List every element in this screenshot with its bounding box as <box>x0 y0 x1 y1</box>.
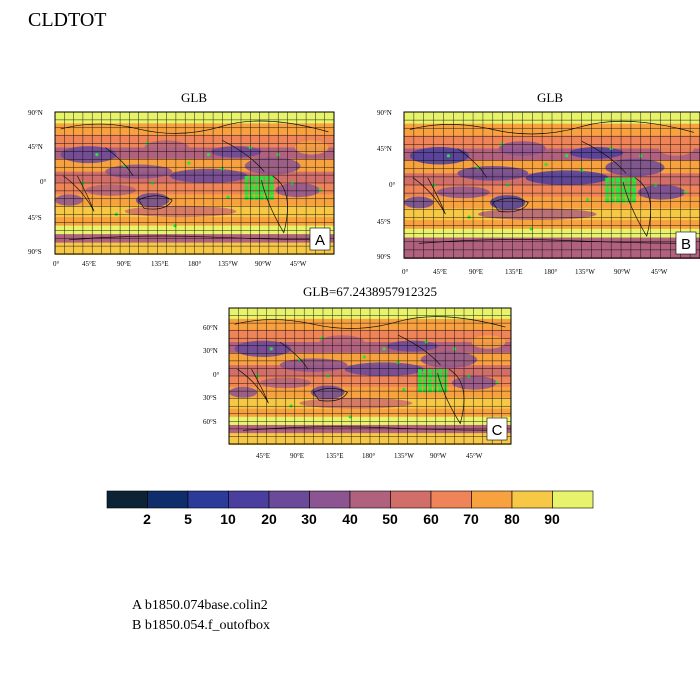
colorbar-label: 10 <box>220 511 236 527</box>
panel-a-lat-label: 45°S <box>28 214 42 222</box>
panel-a-map: A <box>54 111 335 255</box>
panel-a-lat-label: 0° <box>40 178 47 186</box>
panel-c-lat-label: 30°N <box>203 347 218 355</box>
colorbar-label: 40 <box>342 511 358 527</box>
panel-a-lon-label: 45°W <box>290 260 307 268</box>
panel-a-lon-label: 90°W <box>255 260 272 268</box>
panel-c-lon-label: 90°E <box>290 452 305 460</box>
panel-a-lon-label: 180° <box>188 260 202 268</box>
colorbar-swatch <box>147 490 189 509</box>
panel-b-lon-label: 180° <box>544 268 558 276</box>
panel-b-lat-label: 90°N <box>377 109 392 117</box>
panel-c-lon-label: 135°E <box>326 452 344 460</box>
caption-b: B b1850.054.f_outofbox <box>132 618 271 633</box>
colorbar-label: 5 <box>184 511 192 527</box>
panel-b-lon-label: 90°E <box>469 268 484 276</box>
panel-c-lon-label: 45°W <box>466 452 483 460</box>
panel-a-lon-label: 135°W <box>218 260 238 268</box>
panel-b-lon-label: 90°W <box>614 268 631 276</box>
panel-b-lat-label: 45°S <box>377 218 391 226</box>
panel-b-lon-label: 45°W <box>651 268 668 276</box>
panel-b-map: B <box>403 111 700 259</box>
colorbar-swatch <box>187 490 229 509</box>
panel-label: A <box>315 232 325 249</box>
page-title: CLDTOT <box>28 9 107 31</box>
panel-c-lat-label: 0° <box>213 371 220 379</box>
panel-b-lon-label: 0° <box>402 268 409 276</box>
caption-a: A b1850.074base.colin2 <box>132 598 268 613</box>
colorbar-swatch <box>268 490 310 509</box>
colorbar-swatch <box>309 490 351 509</box>
panel-b-lat-label: 90°S <box>377 253 391 261</box>
panel-b-lon-label: 135°E <box>505 268 523 276</box>
colorbar-label: 60 <box>423 511 439 527</box>
panel-a-lon-label: 90°E <box>117 260 132 268</box>
panel-a-lon-label: 0° <box>53 260 60 268</box>
panel-a-lon-label: 135°E <box>151 260 169 268</box>
panel-c-lon-label: 90°W <box>430 452 447 460</box>
colorbar-label: 2 <box>143 511 151 527</box>
panel-c-lat-label: 30°S <box>203 394 217 402</box>
colorbar-label: 80 <box>504 511 520 527</box>
panel-b-title: GLB <box>537 90 563 105</box>
panel-a-lat-label: 45°N <box>28 143 43 151</box>
colorbar-swatch <box>106 490 148 509</box>
panel-b-lat-label: 0° <box>389 181 396 189</box>
panel-label: B <box>681 236 691 253</box>
panel-c-lon-label: 135°W <box>394 452 414 460</box>
panel-b-lon-label: 45°E <box>433 268 448 276</box>
panel-c-title: GLB=67.2438957912325 <box>302 284 438 299</box>
colorbar-label: 90 <box>544 511 560 527</box>
panel-a-lat-label: 90°N <box>28 109 43 117</box>
colorbar-swatch <box>511 490 553 509</box>
panel-b-lat-label: 45°N <box>377 145 392 153</box>
panel-c-lat-label: 60°N <box>203 324 218 332</box>
panel-c-lon-label: 180° <box>362 452 376 460</box>
colorbar-swatch <box>390 490 432 509</box>
colorbar-swatch <box>228 490 270 509</box>
panel-c-lat-label: 60°S <box>203 418 217 426</box>
colorbar <box>106 490 594 509</box>
panel-label: C <box>492 422 503 439</box>
colorbar-label: 30 <box>301 511 317 527</box>
panel-a-lat-label: 90°S <box>28 248 42 256</box>
panel-c-map: C <box>228 307 512 445</box>
colorbar-swatch <box>430 490 472 509</box>
panel-a-lon-label: 45°E <box>82 260 97 268</box>
panel-c-lon-label: 45°E <box>256 452 271 460</box>
panel-b-lon-label: 135°W <box>575 268 595 276</box>
colorbar-swatch <box>471 490 513 509</box>
colorbar-label: 20 <box>261 511 277 527</box>
colorbar-swatch <box>349 490 391 509</box>
colorbar-swatch <box>552 490 594 509</box>
panel-a-title: GLB <box>181 90 207 105</box>
colorbar-label: 50 <box>382 511 398 527</box>
colorbar-label: 70 <box>463 511 479 527</box>
